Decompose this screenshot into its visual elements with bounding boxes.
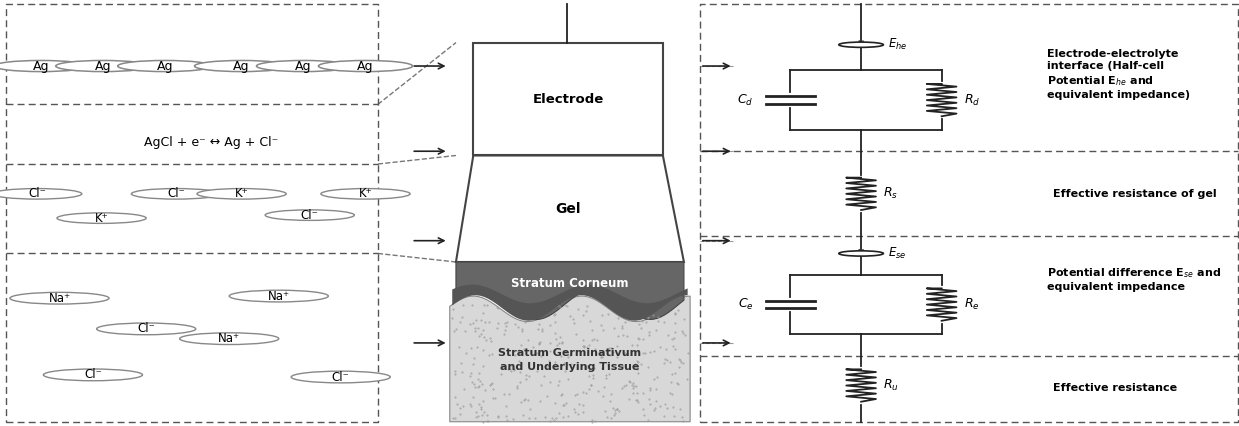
Text: Stratum Germinativum
and Underlying Tissue: Stratum Germinativum and Underlying Tiss… [498,348,642,371]
Text: Ag: Ag [295,60,312,72]
Ellipse shape [0,60,88,72]
Ellipse shape [43,369,142,381]
Text: Stratum Corneum: Stratum Corneum [512,277,628,290]
Text: $C_d$: $C_d$ [737,92,753,108]
Text: Na⁺: Na⁺ [268,290,290,302]
Ellipse shape [839,251,883,256]
Text: Electrode: Electrode [533,92,603,106]
Text: Electrode-electrolyte
interface (Half-cell
Potential E$_{he}$ and
equivalent imp: Electrode-electrolyte interface (Half-ce… [1047,49,1191,101]
Text: Cl⁻: Cl⁻ [84,368,102,381]
Text: AgCl + e⁻ ↔ Ag + Cl⁻: AgCl + e⁻ ↔ Ag + Cl⁻ [144,136,278,149]
Text: Ag: Ag [233,60,250,72]
Text: K⁺: K⁺ [234,187,249,200]
Ellipse shape [291,371,390,383]
Text: Na⁺: Na⁺ [48,292,71,305]
Ellipse shape [118,60,212,72]
Text: Effective resistance of gel: Effective resistance of gel [1053,189,1217,199]
Text: Cl⁻: Cl⁻ [28,187,46,200]
Ellipse shape [57,213,146,223]
Ellipse shape [197,189,286,199]
Polygon shape [456,155,684,262]
Ellipse shape [97,323,196,335]
FancyBboxPatch shape [473,43,663,155]
Ellipse shape [318,60,413,72]
Text: Ag: Ag [156,60,173,72]
Ellipse shape [265,210,354,220]
Ellipse shape [256,60,351,72]
Text: Cl⁻: Cl⁻ [167,187,185,200]
Text: Ag: Ag [357,60,374,72]
Ellipse shape [839,42,883,47]
Polygon shape [456,262,684,320]
Text: Effective resistance: Effective resistance [1053,383,1177,393]
Text: $C_e$: $C_e$ [737,297,753,312]
Text: Ag: Ag [32,60,50,72]
Text: Cl⁻: Cl⁻ [301,209,318,222]
Ellipse shape [56,60,150,72]
Text: $E_{se}$: $E_{se}$ [888,246,907,261]
Text: $R_u$: $R_u$ [883,378,900,393]
Ellipse shape [180,333,279,345]
Text: Gel: Gel [555,202,581,216]
Ellipse shape [321,189,410,199]
Text: $R_s$: $R_s$ [883,186,898,201]
Text: Ag: Ag [94,60,112,72]
Text: Na⁺: Na⁺ [218,332,240,345]
Text: $R_d$: $R_d$ [964,92,980,108]
Text: K⁺: K⁺ [358,187,373,200]
Text: Potential difference E$_{se}$ and
equivalent impedance: Potential difference E$_{se}$ and equiva… [1047,266,1220,292]
Ellipse shape [0,189,82,199]
Polygon shape [452,285,688,321]
Text: Cl⁻: Cl⁻ [332,371,349,383]
Ellipse shape [195,60,289,72]
Polygon shape [450,296,690,422]
Text: $R_e$: $R_e$ [964,297,980,312]
Ellipse shape [229,290,328,302]
Text: Cl⁻: Cl⁻ [138,322,155,335]
Text: K⁺: K⁺ [94,212,109,225]
Ellipse shape [10,292,109,304]
Text: $E_{he}$: $E_{he}$ [888,37,908,52]
Ellipse shape [131,189,221,199]
